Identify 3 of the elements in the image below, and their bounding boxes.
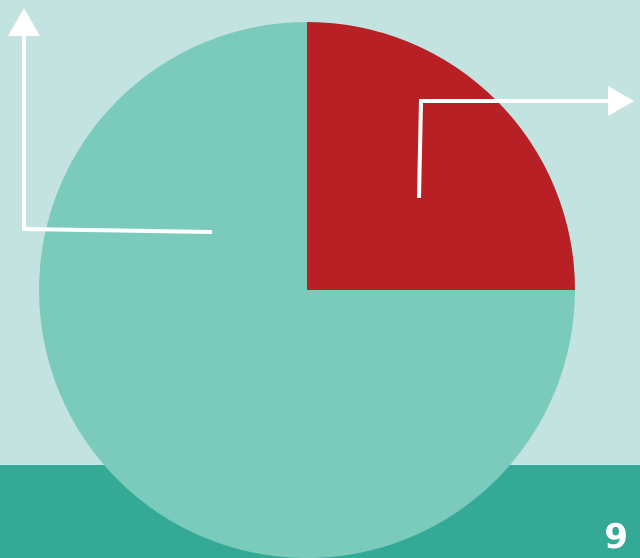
pie-slice (307, 22, 575, 290)
text: 9 (604, 517, 628, 557)
pie-slice (39, 22, 575, 558)
